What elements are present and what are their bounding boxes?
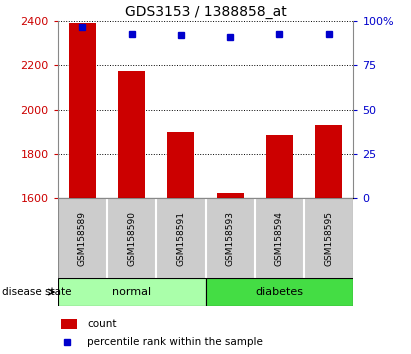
Bar — [69, 23, 96, 198]
Bar — [315, 125, 342, 198]
Text: diabetes: diabetes — [256, 287, 303, 297]
Bar — [206, 278, 353, 306]
Text: GSM158590: GSM158590 — [127, 211, 136, 266]
Text: GSM158589: GSM158589 — [78, 211, 87, 266]
Bar — [217, 193, 244, 198]
Title: GDS3153 / 1388858_at: GDS3153 / 1388858_at — [125, 5, 286, 19]
Bar — [118, 71, 145, 198]
Text: percentile rank within the sample: percentile rank within the sample — [87, 337, 263, 347]
Bar — [167, 132, 194, 198]
Bar — [61, 319, 77, 329]
Text: GSM158594: GSM158594 — [275, 211, 284, 266]
Bar — [58, 278, 206, 306]
Text: count: count — [87, 319, 117, 329]
Text: GSM158591: GSM158591 — [176, 211, 185, 266]
Text: GSM158593: GSM158593 — [226, 211, 235, 266]
Bar — [266, 135, 293, 198]
Text: normal: normal — [112, 287, 151, 297]
Text: GSM158595: GSM158595 — [324, 211, 333, 266]
Text: disease state: disease state — [2, 287, 72, 297]
